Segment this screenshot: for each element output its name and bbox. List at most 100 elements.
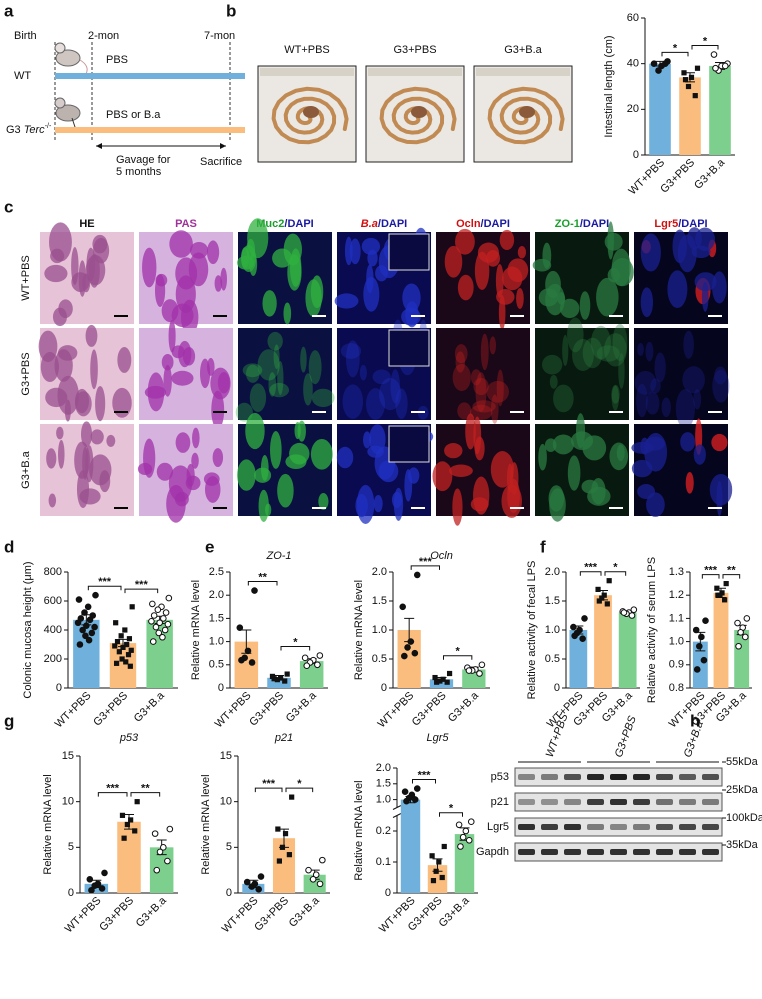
tissue <box>395 388 408 419</box>
data-point <box>116 649 122 655</box>
chart-title: p21 <box>274 732 293 744</box>
tissue <box>257 349 280 381</box>
band <box>679 824 696 830</box>
tissue <box>567 317 584 353</box>
stain-label: Lgr5/DAPI <box>654 218 707 230</box>
y-tick-label: 400 <box>44 624 62 636</box>
data-point <box>162 609 170 616</box>
band <box>587 774 604 780</box>
data-point <box>696 642 703 650</box>
data-point <box>282 678 288 684</box>
intestine <box>379 86 457 145</box>
y-tick-label: 2.0 <box>376 762 391 774</box>
x-tick-label: G3+B.a <box>692 156 728 192</box>
data-point <box>316 652 324 659</box>
wt-label: WT <box>14 70 31 82</box>
tissue <box>311 388 335 408</box>
tissue <box>277 360 284 395</box>
y-tick-label: 0.9 <box>669 659 684 671</box>
tissue <box>375 265 388 282</box>
data-point <box>581 615 588 622</box>
tissue <box>455 351 466 373</box>
band <box>656 849 673 855</box>
tissue <box>362 431 372 449</box>
data-point <box>98 885 106 892</box>
tissue <box>192 427 200 449</box>
group-label: G3+B.a <box>682 720 706 759</box>
band <box>610 799 627 805</box>
tissue <box>579 291 591 320</box>
tissue <box>607 221 614 260</box>
tissue <box>455 228 475 255</box>
g3-label: G3 Terc-/- <box>6 123 52 136</box>
tissue <box>90 429 104 445</box>
counterstain-name: /DAPI <box>481 218 510 230</box>
data-point <box>579 635 586 643</box>
tissue <box>180 299 199 335</box>
tissue <box>147 372 165 412</box>
tissue <box>675 389 696 429</box>
data-point <box>309 876 317 883</box>
panel-label: h <box>690 711 700 730</box>
significance-label: * <box>293 636 298 648</box>
protein-label: p21 <box>491 796 509 808</box>
tissue <box>318 493 329 510</box>
data-point <box>465 837 473 844</box>
data-point <box>661 60 669 67</box>
row-label: G3+B.a <box>20 450 32 488</box>
data-point <box>83 622 90 629</box>
band <box>702 824 719 830</box>
bar <box>234 641 259 688</box>
tissue <box>48 493 57 508</box>
y-axis-label: Intestinal length (cm) <box>603 35 615 137</box>
protein-label: Lgr5 <box>487 821 509 833</box>
tissue <box>538 443 547 471</box>
x-tick-label: WT+PBS <box>53 690 94 731</box>
data-point <box>118 633 124 639</box>
tissue <box>45 387 68 408</box>
y-tick-label: 1.0 <box>669 636 684 648</box>
data-point <box>303 662 311 670</box>
data-point <box>467 818 475 826</box>
tissue <box>631 441 654 454</box>
bar <box>303 874 326 893</box>
significance-bracket <box>130 792 161 797</box>
tissue <box>672 229 687 264</box>
data-point <box>441 843 447 850</box>
data-point <box>478 661 486 669</box>
tissue <box>654 352 666 383</box>
tissue <box>646 492 665 517</box>
tissue <box>235 402 253 422</box>
y-axis-label: Relative mRNA level <box>42 774 54 874</box>
x-tick-label: G3+PBS <box>247 690 286 729</box>
tissue <box>345 340 360 378</box>
data-point <box>316 880 324 888</box>
tissue <box>344 236 353 266</box>
data-point <box>156 619 163 627</box>
bar <box>397 630 421 688</box>
x-tick-label: G3+B.a <box>134 894 170 930</box>
tissue <box>618 352 625 389</box>
marker-label: 25kDa <box>726 784 759 796</box>
micrograph <box>238 328 332 420</box>
significance-bracket <box>443 655 473 660</box>
y-axis-label: Relative mRNA level <box>190 580 202 680</box>
tissue <box>310 438 333 470</box>
tissue <box>50 248 65 264</box>
x-tick-label: WT+PBS <box>213 690 254 731</box>
y-tick-label: 2.0 <box>372 566 387 578</box>
data-point <box>161 626 169 634</box>
data-point <box>284 671 290 677</box>
data-point <box>75 596 83 603</box>
band <box>702 799 719 805</box>
y-axis-label: Relative mRNA level <box>200 774 212 874</box>
tissue <box>267 331 283 351</box>
blot-strip <box>514 817 723 837</box>
tissue <box>95 385 106 422</box>
tissue <box>694 272 717 292</box>
band <box>541 824 558 830</box>
tissue <box>452 488 463 526</box>
significance-bracket <box>579 571 602 576</box>
tissue <box>168 465 193 502</box>
